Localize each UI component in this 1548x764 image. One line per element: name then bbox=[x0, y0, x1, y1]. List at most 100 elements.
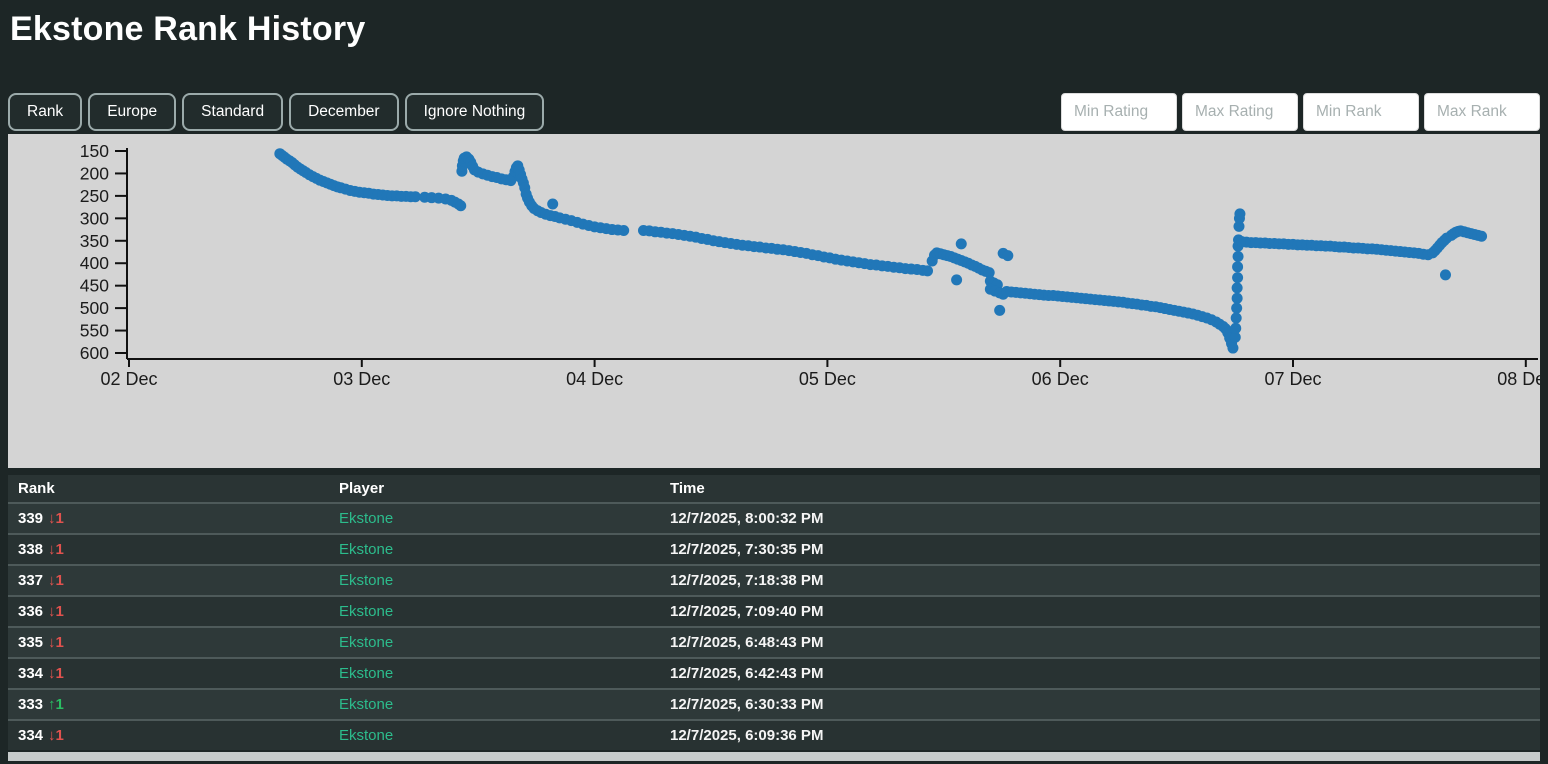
player-cell: Ekstone bbox=[339, 634, 670, 651]
y-tick-label: 500 bbox=[80, 298, 109, 318]
range-inputs bbox=[1061, 92, 1540, 131]
data-point bbox=[1476, 230, 1488, 242]
player-link[interactable]: Ekstone bbox=[339, 602, 394, 620]
data-point bbox=[1231, 302, 1243, 314]
time-value: 12/7/2025, 8:00:32 PM bbox=[670, 509, 824, 527]
time-value: 12/7/2025, 6:09:36 PM bbox=[670, 726, 824, 744]
rank-change-down-indicator: ↓1 bbox=[48, 664, 64, 682]
rank-change-down-indicator: ↓1 bbox=[48, 726, 64, 744]
y-tick-label: 400 bbox=[80, 253, 109, 273]
data-point bbox=[955, 237, 967, 249]
time-value: 12/7/2025, 7:30:35 PM bbox=[670, 540, 824, 558]
data-point bbox=[1233, 220, 1245, 232]
data-point bbox=[1229, 331, 1241, 343]
column-header-rank: Rank bbox=[18, 479, 55, 497]
min-rating-input[interactable] bbox=[1061, 92, 1177, 131]
rank-value: 338 bbox=[18, 540, 44, 558]
player-link[interactable]: Ekstone bbox=[339, 726, 394, 744]
time-value: 12/7/2025, 7:18:38 PM bbox=[670, 571, 824, 589]
data-point bbox=[1232, 271, 1244, 283]
min-rank-input[interactable] bbox=[1303, 92, 1419, 131]
data-point bbox=[1227, 342, 1239, 354]
player-cell: Ekstone bbox=[339, 696, 670, 713]
y-tick-label: 350 bbox=[80, 230, 109, 250]
x-tick-label: 06 Dec bbox=[1032, 369, 1089, 389]
max-rating-input[interactable] bbox=[1182, 92, 1298, 131]
y-tick-label: 200 bbox=[80, 163, 109, 183]
filter-button-mode[interactable]: Standard bbox=[182, 92, 284, 131]
data-point bbox=[1230, 322, 1242, 334]
player-link[interactable]: Ekstone bbox=[339, 571, 394, 589]
data-point bbox=[1002, 249, 1014, 261]
rank-cell: 338 ↓1 bbox=[8, 541, 339, 558]
rank-history-chart[interactable]: 150 200 250 300 350 400 450 500 550 600 02 Dec 03 D… bbox=[8, 133, 1540, 468]
table-header: Rank Player Time bbox=[8, 474, 1540, 502]
toolbar: Rank Europe Standard December Ignore Not… bbox=[0, 92, 1548, 131]
data-point bbox=[618, 224, 630, 236]
y-tick-label: 300 bbox=[80, 208, 109, 228]
player-cell: Ekstone bbox=[339, 572, 670, 589]
data-point bbox=[409, 190, 421, 202]
player-link[interactable]: Ekstone bbox=[339, 695, 394, 713]
y-tick-label: 450 bbox=[80, 275, 109, 295]
player-cell: Ekstone bbox=[339, 541, 670, 558]
x-tick-label: 03 Dec bbox=[333, 369, 390, 389]
table-row: 339 ↓1 Ekstone 12/7/2025, 8:00:32 PM bbox=[8, 501, 1540, 533]
table-row: 334 ↓1 Ekstone 12/7/2025, 6:09:36 PM bbox=[8, 718, 1540, 750]
rank-table: Rank Player Time 339 ↓1 Ekstone 12/7/2025, … bbox=[8, 474, 1540, 750]
table-row: 334 ↓1 Ekstone 12/7/2025, 6:42:43 PM bbox=[8, 656, 1540, 688]
player-link[interactable]: Ekstone bbox=[339, 540, 394, 558]
y-tick-label: 150 bbox=[80, 141, 109, 161]
data-point bbox=[951, 273, 963, 285]
x-tick-label: 02 Dec bbox=[100, 369, 157, 389]
y-tick-label: 600 bbox=[80, 343, 109, 363]
player-link[interactable]: Ekstone bbox=[339, 633, 394, 651]
player-cell: Ekstone bbox=[339, 510, 670, 527]
table-row: 335 ↓1 Ekstone 12/7/2025, 6:48:43 PM bbox=[8, 625, 1540, 657]
player-link[interactable]: Ekstone bbox=[339, 664, 394, 682]
data-point bbox=[455, 199, 467, 211]
player-cell: Ekstone bbox=[339, 665, 670, 682]
time-value: 12/7/2025, 6:30:33 PM bbox=[670, 695, 824, 713]
max-rank-input[interactable] bbox=[1424, 92, 1540, 131]
rank-cell: 337 ↓1 bbox=[8, 572, 339, 589]
time-cell: 12/7/2025, 7:09:40 PM bbox=[670, 603, 1540, 620]
table-row: 333 ↑1 Ekstone 12/7/2025, 6:30:33 PM bbox=[8, 687, 1540, 719]
data-point bbox=[1231, 281, 1243, 293]
table-row: 337 ↓1 Ekstone 12/7/2025, 7:18:38 PM bbox=[8, 563, 1540, 595]
rank-value: 334 bbox=[18, 664, 44, 682]
time-cell: 12/7/2025, 7:18:38 PM bbox=[670, 572, 1540, 589]
rank-cell: 339 ↓1 bbox=[8, 510, 339, 527]
player-cell: Ekstone bbox=[339, 603, 670, 620]
rank-change-down-indicator: ↓1 bbox=[48, 571, 64, 589]
data-point bbox=[1230, 311, 1242, 323]
filter-button-ignore[interactable]: Ignore Nothing bbox=[404, 92, 545, 131]
table-body: 339 ↓1 Ekstone 12/7/2025, 8:00:32 PM 338 ↓1 Ek… bbox=[8, 501, 1540, 750]
column-header-player: Player bbox=[339, 479, 385, 497]
player-link[interactable]: Ekstone bbox=[339, 509, 394, 527]
data-point bbox=[922, 264, 934, 276]
data-point bbox=[1231, 292, 1243, 304]
filter-button-month[interactable]: December bbox=[289, 92, 399, 131]
page-title: Ekstone Rank History bbox=[10, 10, 366, 48]
table-row: 336 ↓1 Ekstone 12/7/2025, 7:09:40 PM bbox=[8, 594, 1540, 626]
data-point bbox=[983, 266, 995, 278]
filter-button-rank[interactable]: Rank bbox=[8, 92, 83, 131]
table-row: 338 ↓1 Ekstone 12/7/2025, 7:30:35 PM bbox=[8, 532, 1540, 564]
data-point bbox=[1232, 250, 1244, 262]
x-tick-label: 07 Dec bbox=[1264, 369, 1321, 389]
rank-value: 335 bbox=[18, 633, 44, 651]
x-tick-label: 04 Dec bbox=[566, 369, 623, 389]
time-cell: 12/7/2025, 6:09:36 PM bbox=[670, 727, 1540, 744]
player-cell: Ekstone bbox=[339, 727, 670, 744]
rank-cell: 334 ↓1 bbox=[8, 665, 339, 682]
filter-button-region[interactable]: Europe bbox=[88, 92, 177, 131]
y-tick-label: 250 bbox=[80, 185, 109, 205]
y-tick-label: 550 bbox=[80, 320, 109, 340]
rank-change-down-indicator: ↓1 bbox=[48, 540, 64, 558]
rank-cell: 333 ↑1 bbox=[8, 696, 339, 713]
data-point bbox=[1232, 260, 1244, 272]
rank-change-down-indicator: ↓1 bbox=[48, 509, 64, 527]
rank-value: 333 bbox=[18, 695, 44, 713]
